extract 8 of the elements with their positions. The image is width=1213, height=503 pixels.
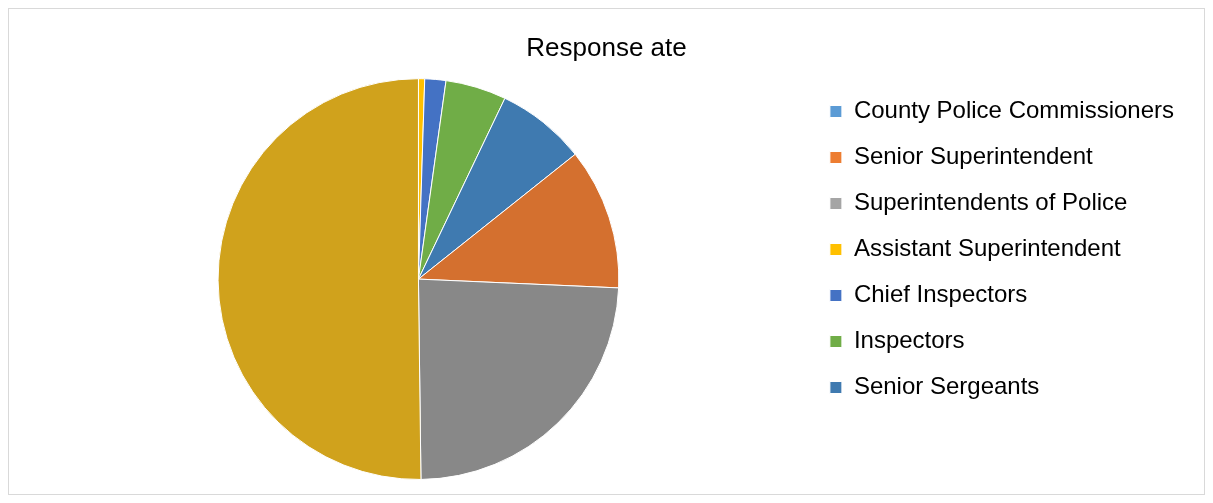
legend-label: Senior Sergeants: [853, 372, 1040, 400]
legend-label: Senior Superintendent: [853, 142, 1094, 170]
legend-label: Superintendents of Police: [853, 188, 1128, 216]
legend-label: Chief Inspectors: [853, 280, 1028, 308]
legend-label: Inspectors: [853, 326, 965, 354]
legend-label: Assistant Superintendent: [853, 234, 1122, 262]
legend-label: County Police Commissioners: [853, 96, 1174, 124]
chart-title: Response ate: [526, 31, 687, 62]
